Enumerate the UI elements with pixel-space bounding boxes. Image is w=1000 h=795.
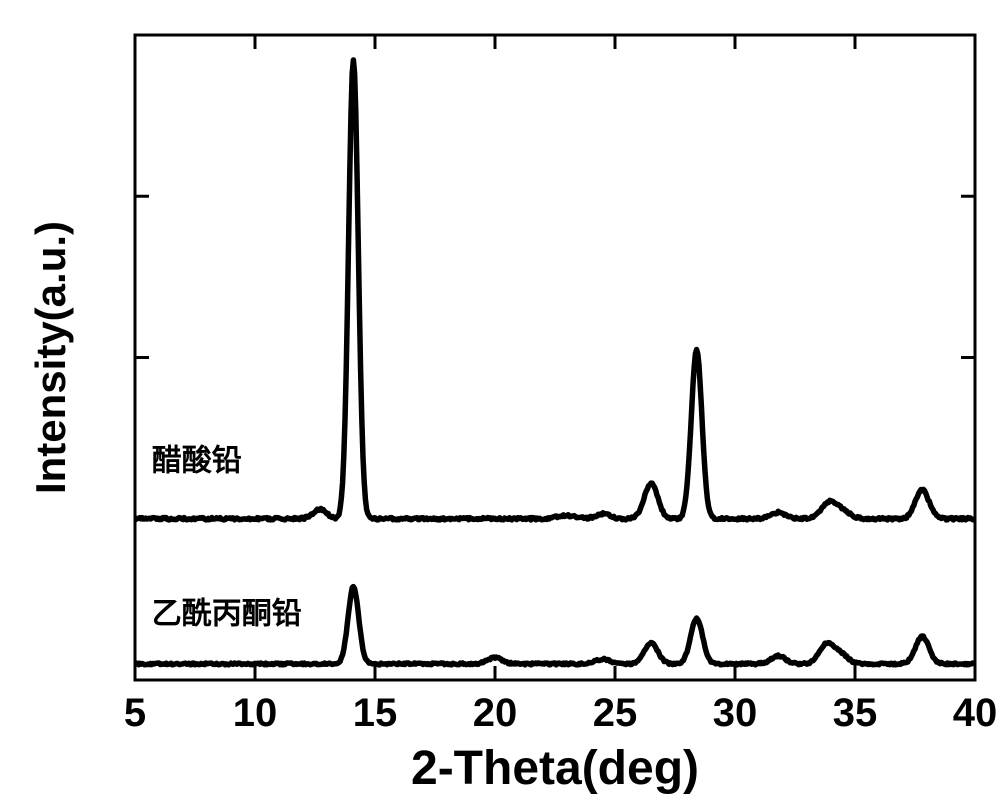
x-tick-label: 5 — [124, 691, 146, 735]
x-tick-label: 10 — [233, 691, 278, 735]
x-tick-label: 15 — [353, 691, 398, 735]
series-label-0: 醋酸铅 — [152, 444, 242, 477]
chart-svg: 醋酸铅乙酰丙酮铅 5 10 15 20 25 30 35 40 2-Theta(deg) Inten… — [0, 0, 1000, 795]
x-tick-label: 25 — [593, 691, 638, 735]
x-tick-label: 35 — [833, 691, 878, 735]
series-label-1: 乙酰丙酮铅 — [152, 598, 302, 631]
x-tick-label: 20 — [473, 691, 518, 735]
y-axis-title: Intensity(a.u.) — [27, 221, 74, 494]
x-tick-label: 30 — [713, 691, 758, 735]
xrd-chart: 醋酸铅乙酰丙酮铅 5 10 15 20 25 30 35 40 2-Theta(deg) Inten… — [0, 0, 1000, 795]
x-axis-title: 2-Theta(deg) — [411, 742, 699, 795]
x-tick-label: 40 — [953, 691, 998, 735]
plot-bg — [0, 0, 1000, 795]
